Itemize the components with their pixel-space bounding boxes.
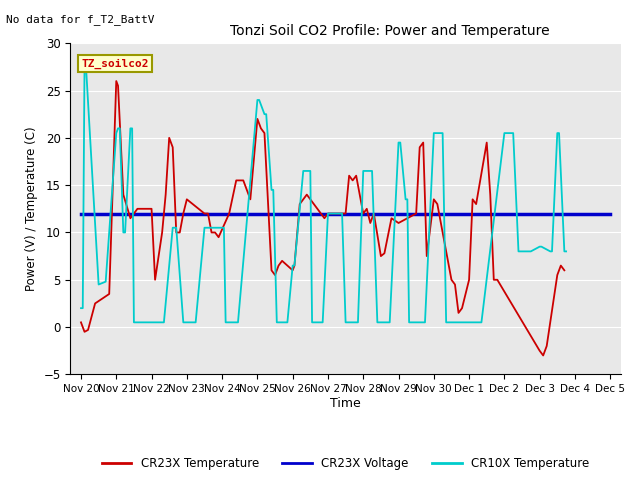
Text: No data for f_T2_BattV: No data for f_T2_BattV: [6, 13, 155, 24]
X-axis label: Time: Time: [330, 397, 361, 410]
Text: TZ_soilco2: TZ_soilco2: [81, 59, 149, 69]
Y-axis label: Power (V) / Temperature (C): Power (V) / Temperature (C): [25, 127, 38, 291]
Title: Tonzi Soil CO2 Profile: Power and Temperature: Tonzi Soil CO2 Profile: Power and Temper…: [230, 24, 550, 38]
Legend: CR23X Temperature, CR23X Voltage, CR10X Temperature: CR23X Temperature, CR23X Voltage, CR10X …: [97, 452, 595, 475]
